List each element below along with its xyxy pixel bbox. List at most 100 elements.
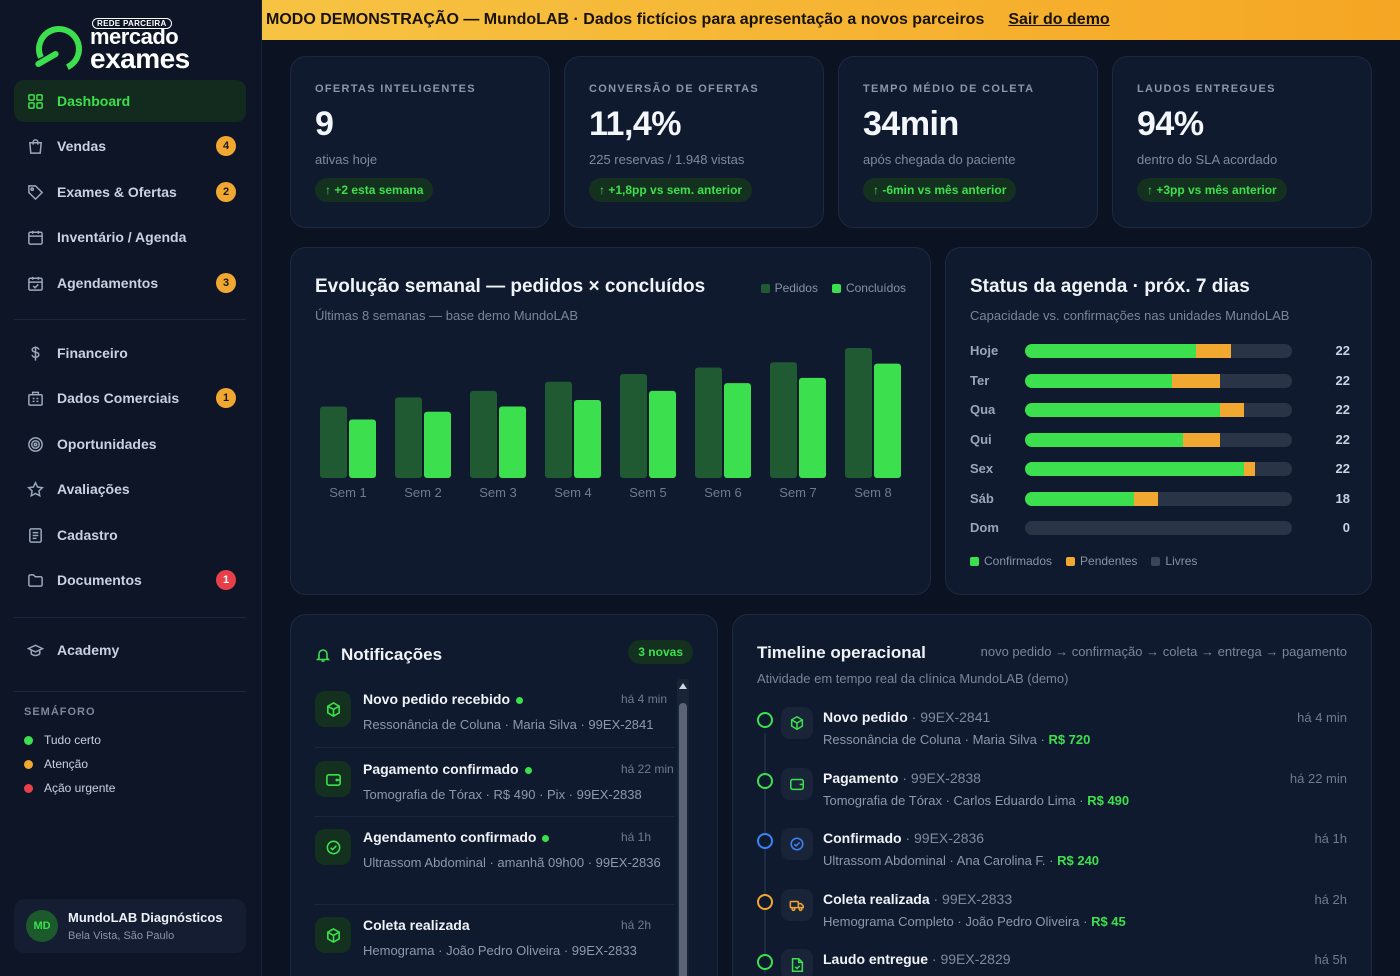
bar-concluídos-4[interactable] (574, 400, 601, 478)
sidebar-item-agendamentos[interactable]: Agendamentos 3 (14, 262, 246, 304)
agenda-day-label: Qua (970, 402, 996, 417)
agenda-total: 22 (1335, 461, 1350, 476)
kpi-trend-badge: ↑ +3pp vs mês anterior (1137, 178, 1287, 202)
bar-pedidos-4[interactable] (545, 381, 572, 478)
timeline-time: há 1h (1314, 831, 1347, 846)
confirmed-segment (1025, 462, 1244, 476)
sidebar-item-academy[interactable]: Academy (14, 629, 246, 671)
unread-dot-icon (516, 696, 524, 704)
bar-pedidos-7[interactable] (770, 362, 797, 478)
grid-icon (26, 92, 44, 110)
kpi-value: 9 (315, 105, 334, 143)
target-icon (26, 435, 44, 453)
sidebar-item-documentos[interactable]: Documentos 1 (14, 559, 246, 601)
bar-concluídos-6[interactable] (724, 383, 751, 478)
sidebar-divider (14, 691, 246, 692)
bar-concluídos-1[interactable] (349, 419, 376, 479)
timeline-item[interactable]: Coleta realizada · 99EX-2833 Hemograma Co… (757, 888, 1347, 941)
sidebar-item-dashboard[interactable]: Dashboard (14, 80, 246, 122)
kpi-label: OFERTAS INTELIGENTES (315, 83, 476, 95)
logo-line-2: exames (90, 43, 190, 74)
agenda-row: Ter 22 (970, 372, 1350, 390)
timeline-item[interactable]: Novo pedido · 99EX-2841 Ressonância de Co… (757, 707, 1347, 759)
scroll-up-arrow-icon[interactable] (679, 683, 687, 689)
calendar-icon (26, 228, 44, 246)
bar-concluídos-8[interactable] (874, 363, 901, 478)
bar-pedidos-2[interactable] (395, 397, 422, 478)
timeline-item[interactable]: Confirmado · 99EX-2836 Ultrassom Abdomina… (757, 828, 1347, 880)
exit-demo-link[interactable]: Sair do demo (1008, 11, 1110, 28)
free-segment (1219, 373, 1292, 388)
unread-dot-icon (542, 834, 550, 842)
legend-item-confirmados: Confirmados (970, 554, 1052, 568)
legend-item-livres: Livres (1151, 554, 1197, 568)
bell-icon (315, 647, 331, 663)
check-circle-icon (315, 829, 351, 865)
free-segment (1219, 432, 1292, 447)
truck-icon (781, 888, 813, 921)
agenda-row: Dom 0 (970, 519, 1350, 537)
legend-item-pedidos: Pedidos (760, 281, 818, 295)
bar-pedidos-1[interactable] (320, 406, 347, 479)
bar-pedidos-5[interactable] (620, 374, 647, 478)
timeline-item[interactable]: Laudo entregue · 99EX-2829 há 5h (757, 949, 1347, 976)
sidebar-item-dados-comerciais[interactable]: Dados Comerciais 1 (14, 377, 246, 419)
x-tick-label: Sem 3 (479, 485, 517, 500)
notification-item[interactable]: Coleta realizada há 2h Hemograma · João … (315, 917, 675, 967)
scrollbar-thumb[interactable] (679, 703, 687, 976)
sidebar-item-exames-ofertas[interactable]: Exames & Ofertas 2 (14, 171, 246, 213)
capacity-bar (1025, 462, 1292, 476)
confirmed-segment (1025, 491, 1135, 506)
bar-pedidos-8[interactable] (845, 348, 872, 478)
bar-concluídos-2[interactable] (424, 411, 451, 478)
logo-rede-label: REDE PARCEIRA (92, 18, 172, 29)
timeline-time: há 2h (1314, 891, 1347, 907)
sidebar-item-label: Avaliações (57, 481, 130, 497)
confirmed-segment (1025, 432, 1183, 447)
bar-concluídos-7[interactable] (799, 377, 826, 478)
timeline-item[interactable]: Pagamento · 99EX-2838 Tomografia de Tórax… (757, 767, 1347, 820)
sidebar-item-vendas[interactable]: Vendas 4 (14, 125, 246, 167)
weekly-chart-card: Evolução semanal — pedidos × concluídos … (290, 247, 931, 595)
count-badge: 2 (216, 182, 236, 202)
timeline-status-ring-icon (757, 893, 773, 910)
logo-line-1: mercado (90, 24, 179, 49)
semaforo-item-atencao: Atenção (24, 757, 88, 771)
cube-icon (315, 691, 351, 727)
notifications-title: Notificações (341, 645, 443, 664)
demo-banner: MODO DEMONSTRAÇÃO — MundoLAB · Dados fic… (262, 0, 1400, 40)
bar-concluídos-5[interactable] (649, 390, 676, 478)
notifications-scrollbar[interactable] (677, 679, 689, 976)
brand-logo[interactable]: REDE PARCEIRA mercado exames (29, 14, 230, 79)
sidebar-item-oportunidades[interactable]: Oportunidades (14, 423, 246, 465)
bar-concluídos-3[interactable] (499, 406, 526, 479)
timeline-time: há 5h (1314, 952, 1347, 967)
agenda-status-card: Status da agenda · próx. 7 dias Capacida… (945, 247, 1372, 595)
free-segment (1158, 491, 1292, 506)
legend-item-pendentes: Pendentes (1066, 554, 1137, 568)
notification-item[interactable]: Pagamento confirmado há 22 min Tomografi… (315, 761, 675, 811)
bar-pedidos-3[interactable] (470, 390, 497, 478)
sidebar-item-inventario-agenda[interactable]: Inventário / Agenda (14, 216, 246, 258)
sidebar-item-label: Exames & Ofertas (57, 184, 177, 200)
star-icon (26, 480, 44, 498)
sidebar-divider (14, 617, 246, 618)
id-card-icon (26, 526, 44, 544)
agenda-total: 22 (1335, 402, 1350, 417)
capacity-bar (1025, 521, 1292, 535)
new-notifications-badge: 3 novas (628, 640, 693, 664)
agenda-total: 22 (1335, 343, 1350, 358)
sidebar-item-cadastro[interactable]: Cadastro (14, 514, 246, 556)
count-badge: 3 (216, 273, 236, 293)
sidebar-item-avaliacoes[interactable]: Avaliações (14, 468, 246, 510)
notification-item[interactable]: Novo pedido recebido há 4 min Ressonânci… (315, 691, 675, 741)
sidebar-item-financeiro[interactable]: Financeiro (14, 332, 246, 374)
notification-desc: Ressonância de Coluna · Maria Silva · 99… (363, 717, 654, 732)
bar-pedidos-6[interactable] (695, 367, 722, 479)
x-tick-label: Sem 4 (554, 485, 592, 500)
agenda-title: Status da agenda · próx. 7 dias (970, 276, 1250, 297)
notification-item[interactable]: Agendamento confirmado há 1h Ultrassom A… (315, 829, 675, 899)
sidebar-item-label: Vendas (57, 138, 107, 154)
clinic-profile[interactable]: MD MundoLAB Diagnósticos Bela Vista, São… (14, 899, 246, 953)
graduation-cap-icon (26, 641, 44, 659)
